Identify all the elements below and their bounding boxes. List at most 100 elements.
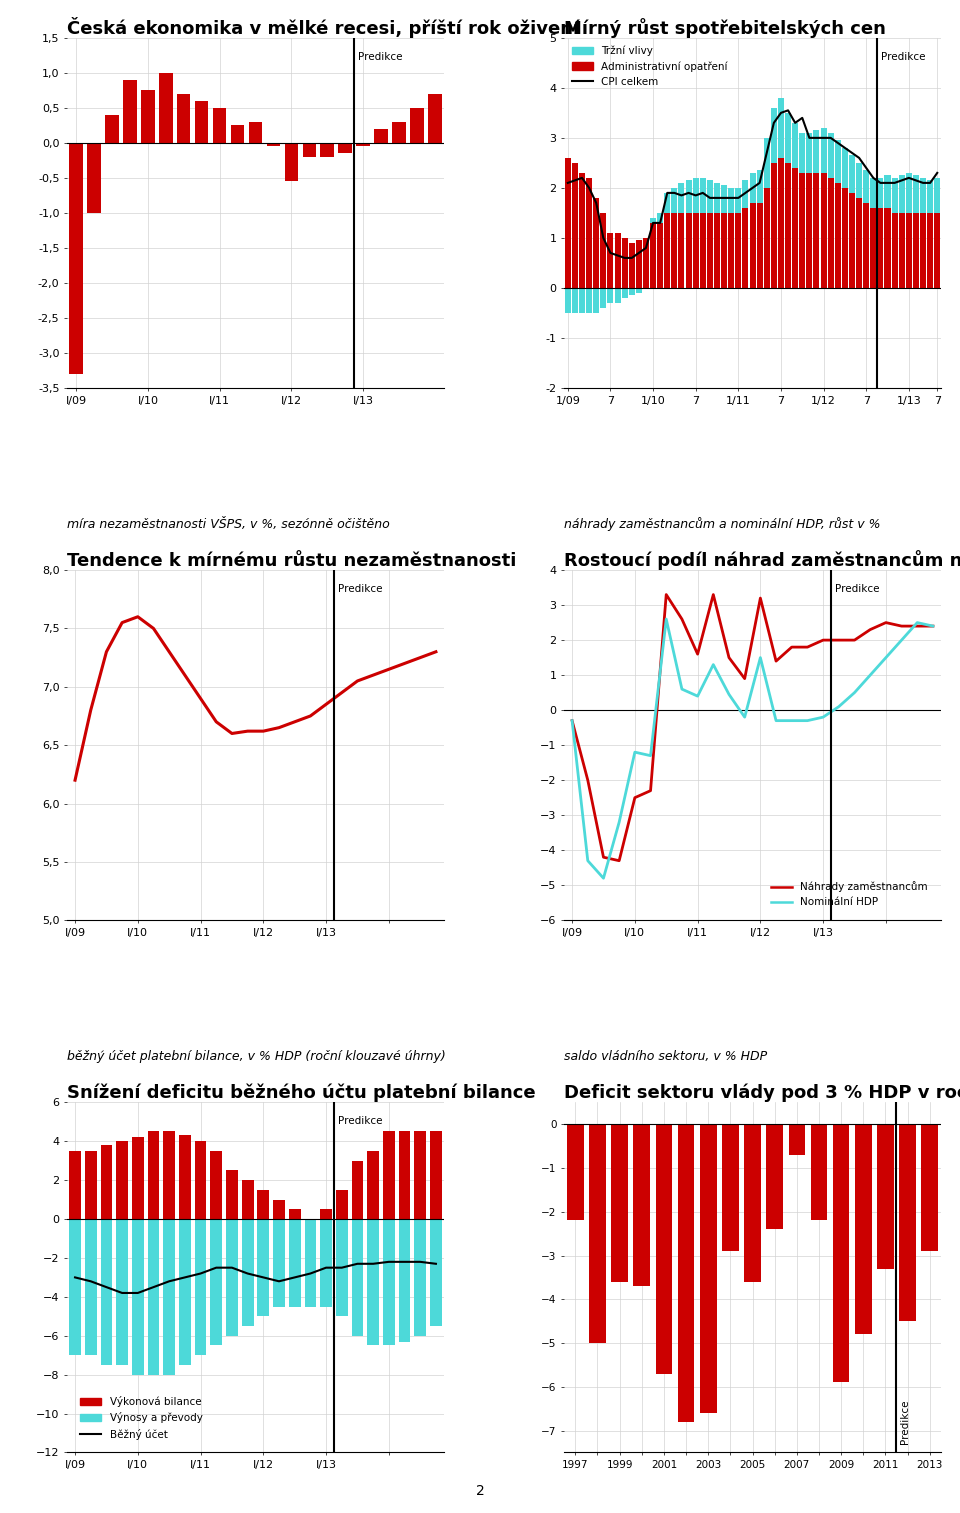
- Bar: [106, 115, 119, 142]
- Bar: [877, 207, 883, 287]
- Bar: [742, 207, 749, 287]
- Bar: [195, 101, 208, 142]
- Bar: [195, 1141, 206, 1219]
- Bar: [163, 1132, 175, 1219]
- Bar: [230, 126, 244, 142]
- Bar: [132, 1138, 144, 1219]
- Text: saldo vládního sektoru, v % HDP: saldo vládního sektoru, v % HDP: [564, 1050, 767, 1064]
- Bar: [567, 1124, 584, 1221]
- Bar: [842, 148, 848, 188]
- Bar: [679, 213, 684, 287]
- Bar: [877, 179, 883, 207]
- Bar: [383, 1132, 395, 1219]
- Bar: [778, 157, 784, 287]
- Bar: [693, 179, 699, 213]
- Bar: [302, 142, 316, 157]
- Bar: [84, 1219, 97, 1356]
- Bar: [792, 123, 798, 168]
- Bar: [123, 80, 136, 142]
- Text: Česká ekonomika v mělké recesi, příští rok oživení: Česká ekonomika v mělké recesi, příští r…: [67, 17, 579, 38]
- Legend: Tržní vlivy, Administrativní opatření, CPI celkem: Tržní vlivy, Administrativní opatření, C…: [568, 41, 732, 91]
- Bar: [871, 207, 876, 287]
- Bar: [906, 213, 912, 287]
- Bar: [564, 287, 571, 313]
- Bar: [614, 287, 620, 303]
- Bar: [69, 142, 83, 374]
- Bar: [572, 163, 578, 287]
- Bar: [368, 1219, 379, 1345]
- Text: náhrady zaměstnancům a nominální HDP, růst v %: náhrady zaměstnancům a nominální HDP, rů…: [564, 517, 880, 531]
- Bar: [700, 179, 706, 213]
- Bar: [700, 1124, 716, 1413]
- Bar: [792, 168, 798, 287]
- Bar: [721, 213, 727, 287]
- Bar: [821, 172, 827, 287]
- Bar: [643, 238, 649, 287]
- Bar: [622, 238, 628, 287]
- Bar: [101, 1219, 112, 1365]
- Bar: [242, 1180, 253, 1219]
- Bar: [849, 192, 855, 287]
- Bar: [587, 179, 592, 287]
- Text: Predikce: Predikce: [835, 584, 879, 595]
- Bar: [934, 213, 940, 287]
- Bar: [304, 1219, 316, 1307]
- Bar: [179, 1219, 191, 1365]
- Bar: [656, 1124, 672, 1374]
- Bar: [771, 163, 777, 287]
- Bar: [664, 213, 670, 287]
- Bar: [116, 1141, 128, 1219]
- Text: Predikce: Predikce: [358, 51, 402, 62]
- Bar: [132, 1219, 144, 1375]
- Bar: [766, 1124, 783, 1229]
- Bar: [587, 287, 592, 313]
- Bar: [600, 213, 607, 287]
- Legend: Náhrady zaměstnancům, Nominální HDP: Náhrady zaměstnancům, Nominální HDP: [767, 878, 932, 911]
- Bar: [210, 1219, 222, 1345]
- Bar: [806, 133, 812, 172]
- Bar: [871, 179, 876, 207]
- Bar: [863, 171, 869, 203]
- Bar: [678, 1124, 694, 1422]
- Bar: [368, 1151, 379, 1219]
- Bar: [564, 157, 571, 287]
- Bar: [685, 213, 691, 287]
- Bar: [920, 179, 926, 213]
- Text: Deficit sektoru vlády pod 3 % HDP v roce 2013: Deficit sektoru vlády pod 3 % HDP v roce…: [564, 1083, 960, 1103]
- Bar: [833, 1124, 850, 1383]
- Bar: [430, 1132, 442, 1219]
- Bar: [744, 1124, 761, 1282]
- Bar: [913, 176, 919, 213]
- Bar: [69, 1151, 81, 1219]
- Text: běžný účet platební bilance, v % HDP (roční klouzavé úhrny): běžný účet platební bilance, v % HDP (ro…: [67, 1050, 446, 1064]
- Bar: [289, 1219, 300, 1307]
- Bar: [336, 1219, 348, 1316]
- Bar: [579, 287, 585, 313]
- Bar: [778, 98, 784, 157]
- Bar: [600, 287, 607, 309]
- Bar: [634, 1124, 650, 1286]
- Bar: [671, 213, 678, 287]
- Bar: [572, 287, 578, 313]
- Bar: [920, 213, 926, 287]
- Bar: [742, 180, 749, 207]
- Bar: [756, 171, 762, 203]
- Bar: [650, 222, 656, 287]
- Bar: [813, 172, 820, 287]
- Bar: [806, 172, 812, 287]
- Bar: [934, 179, 940, 213]
- Bar: [351, 1219, 363, 1336]
- Bar: [415, 1132, 426, 1219]
- Bar: [707, 213, 713, 287]
- Bar: [664, 192, 670, 213]
- Bar: [321, 1219, 332, 1307]
- Bar: [899, 213, 904, 287]
- Bar: [614, 233, 620, 287]
- Bar: [800, 133, 805, 172]
- Bar: [729, 213, 734, 287]
- Bar: [428, 94, 442, 142]
- Bar: [593, 198, 599, 287]
- Bar: [579, 172, 585, 287]
- Bar: [101, 1145, 112, 1219]
- Bar: [612, 1124, 628, 1282]
